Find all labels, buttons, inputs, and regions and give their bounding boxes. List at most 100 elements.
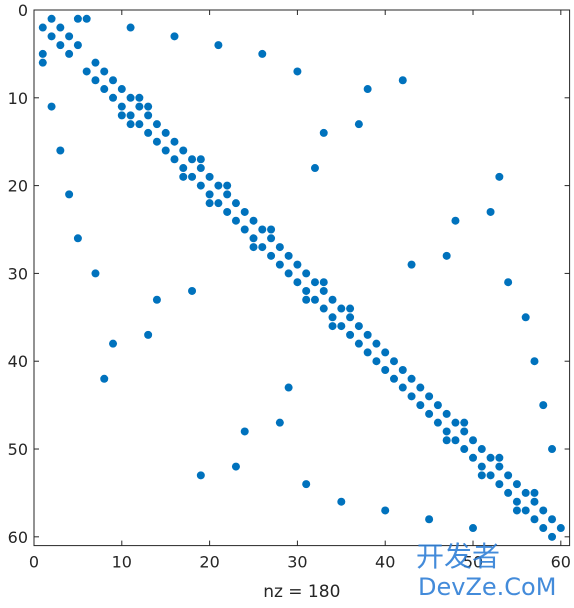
nonzero-point [504, 488, 513, 497]
nonzero-point [267, 225, 276, 234]
nonzero-point [196, 164, 205, 173]
nonzero-point [161, 146, 170, 155]
nonzero-point [117, 102, 126, 111]
nonzero-point [442, 251, 451, 260]
nonzero-point [328, 322, 337, 331]
nonzero-point [82, 67, 91, 76]
nonzero-point [477, 462, 486, 471]
nonzero-point [346, 304, 355, 313]
nonzero-point [267, 234, 276, 243]
nonzero-point [398, 76, 407, 85]
nonzero-point [179, 164, 188, 173]
nonzero-point [91, 269, 100, 278]
y-tick-label: 10 [8, 89, 28, 108]
nonzero-point [258, 225, 267, 234]
nonzero-point [214, 199, 223, 208]
nonzero-point [416, 383, 425, 392]
nonzero-point [126, 23, 135, 32]
nonzero-point [530, 497, 539, 506]
nonzero-point [73, 14, 82, 23]
nonzero-point [249, 216, 258, 225]
nonzero-point [117, 111, 126, 120]
y-tick-label: 20 [8, 177, 28, 196]
nonzero-point [275, 418, 284, 427]
nonzero-point [109, 339, 118, 348]
nonzero-point [310, 278, 319, 287]
nonzero-point [319, 304, 328, 313]
x-tick-label: 10 [112, 553, 132, 572]
nonzero-point [407, 392, 416, 401]
nonzero-point [512, 506, 521, 515]
nonzero-point [284, 383, 293, 392]
nonzero-point [258, 243, 267, 252]
nonzero-point [425, 409, 434, 418]
nonzero-point [433, 401, 442, 410]
nonzero-point [346, 313, 355, 322]
nonzero-point [460, 427, 469, 436]
nonzero-point [100, 85, 109, 94]
nonzero-point [425, 392, 434, 401]
nonzero-point [126, 120, 135, 129]
nonzero-point [179, 172, 188, 181]
nonzero-point [144, 330, 153, 339]
nonzero-point [451, 436, 460, 445]
nonzero-point [100, 374, 109, 383]
nonzero-point [407, 374, 416, 383]
nonzero-point [100, 67, 109, 76]
nonzero-point [47, 14, 56, 23]
nonzero-point [310, 295, 319, 304]
nonzero-point [179, 146, 188, 155]
nonzero-point [47, 102, 56, 111]
nonzero-point [275, 260, 284, 269]
nonzero-point [477, 445, 486, 454]
nonzero-point [495, 172, 504, 181]
nonzero-point [205, 199, 214, 208]
nonzero-point [196, 181, 205, 190]
nonzero-point [354, 322, 363, 331]
nonzero-point [302, 295, 311, 304]
nonzero-point [170, 155, 179, 164]
nonzero-point [231, 462, 240, 471]
nonzero-point [389, 374, 398, 383]
nonzero-point [91, 76, 100, 85]
nonzero-point [223, 190, 232, 199]
nonzero-point [539, 506, 548, 515]
nonzero-point [293, 67, 302, 76]
nonzero-point [214, 181, 223, 190]
nonzero-point [161, 128, 170, 137]
nonzero-point [65, 32, 74, 41]
nonzero-point [152, 295, 161, 304]
nonzero-point [223, 181, 232, 190]
nonzero-point [126, 111, 135, 120]
nonzero-point [460, 445, 469, 454]
nonzero-point [530, 515, 539, 524]
nonzero-point [82, 14, 91, 23]
nonzero-point [389, 357, 398, 366]
nonzero-point [495, 462, 504, 471]
nonzero-point [126, 93, 135, 102]
nonzero-point [205, 190, 214, 199]
nonzero-point [38, 23, 47, 32]
y-tick-label: 30 [8, 264, 28, 283]
nonzero-point [451, 418, 460, 427]
nonzero-point [170, 137, 179, 146]
nonzero-point [363, 85, 372, 94]
nonzero-point [293, 260, 302, 269]
nonzero-point [258, 49, 267, 58]
nonzero-point [372, 339, 381, 348]
nonzero-point [407, 260, 416, 269]
nonzero-point [196, 155, 205, 164]
nonzero-point [319, 286, 328, 295]
nonzero-point [363, 330, 372, 339]
nonzero-point [170, 32, 179, 41]
nonzero-point [188, 286, 197, 295]
nonzero-point [231, 199, 240, 208]
nonzero-point [337, 304, 346, 313]
nonzero-point [442, 436, 451, 445]
nonzero-point [56, 23, 65, 32]
nonzero-point [319, 278, 328, 287]
nonzero-point [56, 146, 65, 155]
nonzero-point [109, 93, 118, 102]
nonzero-point [328, 313, 337, 322]
nonzero-point [346, 330, 355, 339]
